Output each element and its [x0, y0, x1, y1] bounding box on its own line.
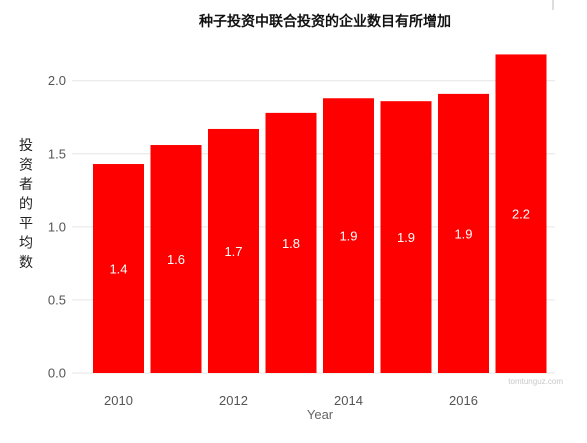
y-tick-label: 1.5	[48, 146, 66, 161]
data-label: 1.4	[109, 262, 127, 277]
y-axis-title-char: 投	[19, 138, 33, 154]
data-label: 1.9	[339, 229, 357, 244]
chart-title: 种子投资中联合投资的企业数目有所增加	[198, 13, 451, 30]
data-label: 1.7	[224, 244, 242, 259]
bar	[323, 98, 374, 373]
data-label: 1.9	[454, 226, 472, 241]
data-label: 1.9	[397, 230, 415, 245]
y-tick-label: 2.0	[48, 73, 66, 88]
data-labels: 1.4 1.6 1.7 1.8 1.9 1.9 1.9 2.2	[109, 207, 530, 277]
bar	[380, 101, 432, 373]
bar	[438, 93, 489, 373]
y-tick-label: 0.0	[48, 366, 66, 381]
y-axis-title-char: 数	[19, 255, 33, 271]
data-label: 1.8	[282, 236, 300, 251]
x-axis-title: Year	[307, 407, 334, 422]
y-tick-label: 0.5	[48, 292, 66, 307]
data-label: 2.2	[512, 207, 530, 222]
x-tick-label: 2010	[104, 393, 133, 408]
x-axis-ticks: 2010 2012 2014 2016	[104, 393, 478, 408]
bar	[265, 112, 317, 374]
data-label: 1.6	[167, 252, 185, 267]
y-axis-title-char: 均	[19, 236, 33, 252]
watermark: tomtunguz.com	[508, 377, 563, 386]
bar	[495, 54, 547, 373]
y-axis-title-char: 的	[19, 197, 33, 213]
x-tick-label: 2012	[219, 393, 248, 408]
x-tick-label: 2014	[334, 393, 363, 408]
y-tick-label: 1.0	[48, 219, 66, 234]
y-axis-title-char: 者	[19, 177, 33, 193]
x-tick-label: 2016	[449, 393, 478, 408]
bar	[93, 164, 144, 373]
bars	[93, 54, 547, 374]
y-axis-title-char: 资	[19, 158, 33, 174]
bar	[208, 128, 259, 373]
y-axis-title-char: 平	[19, 216, 33, 232]
y-axis-ticks: 0.0 0.5 1.0 1.5 2.0	[48, 73, 66, 380]
bar	[150, 145, 202, 373]
